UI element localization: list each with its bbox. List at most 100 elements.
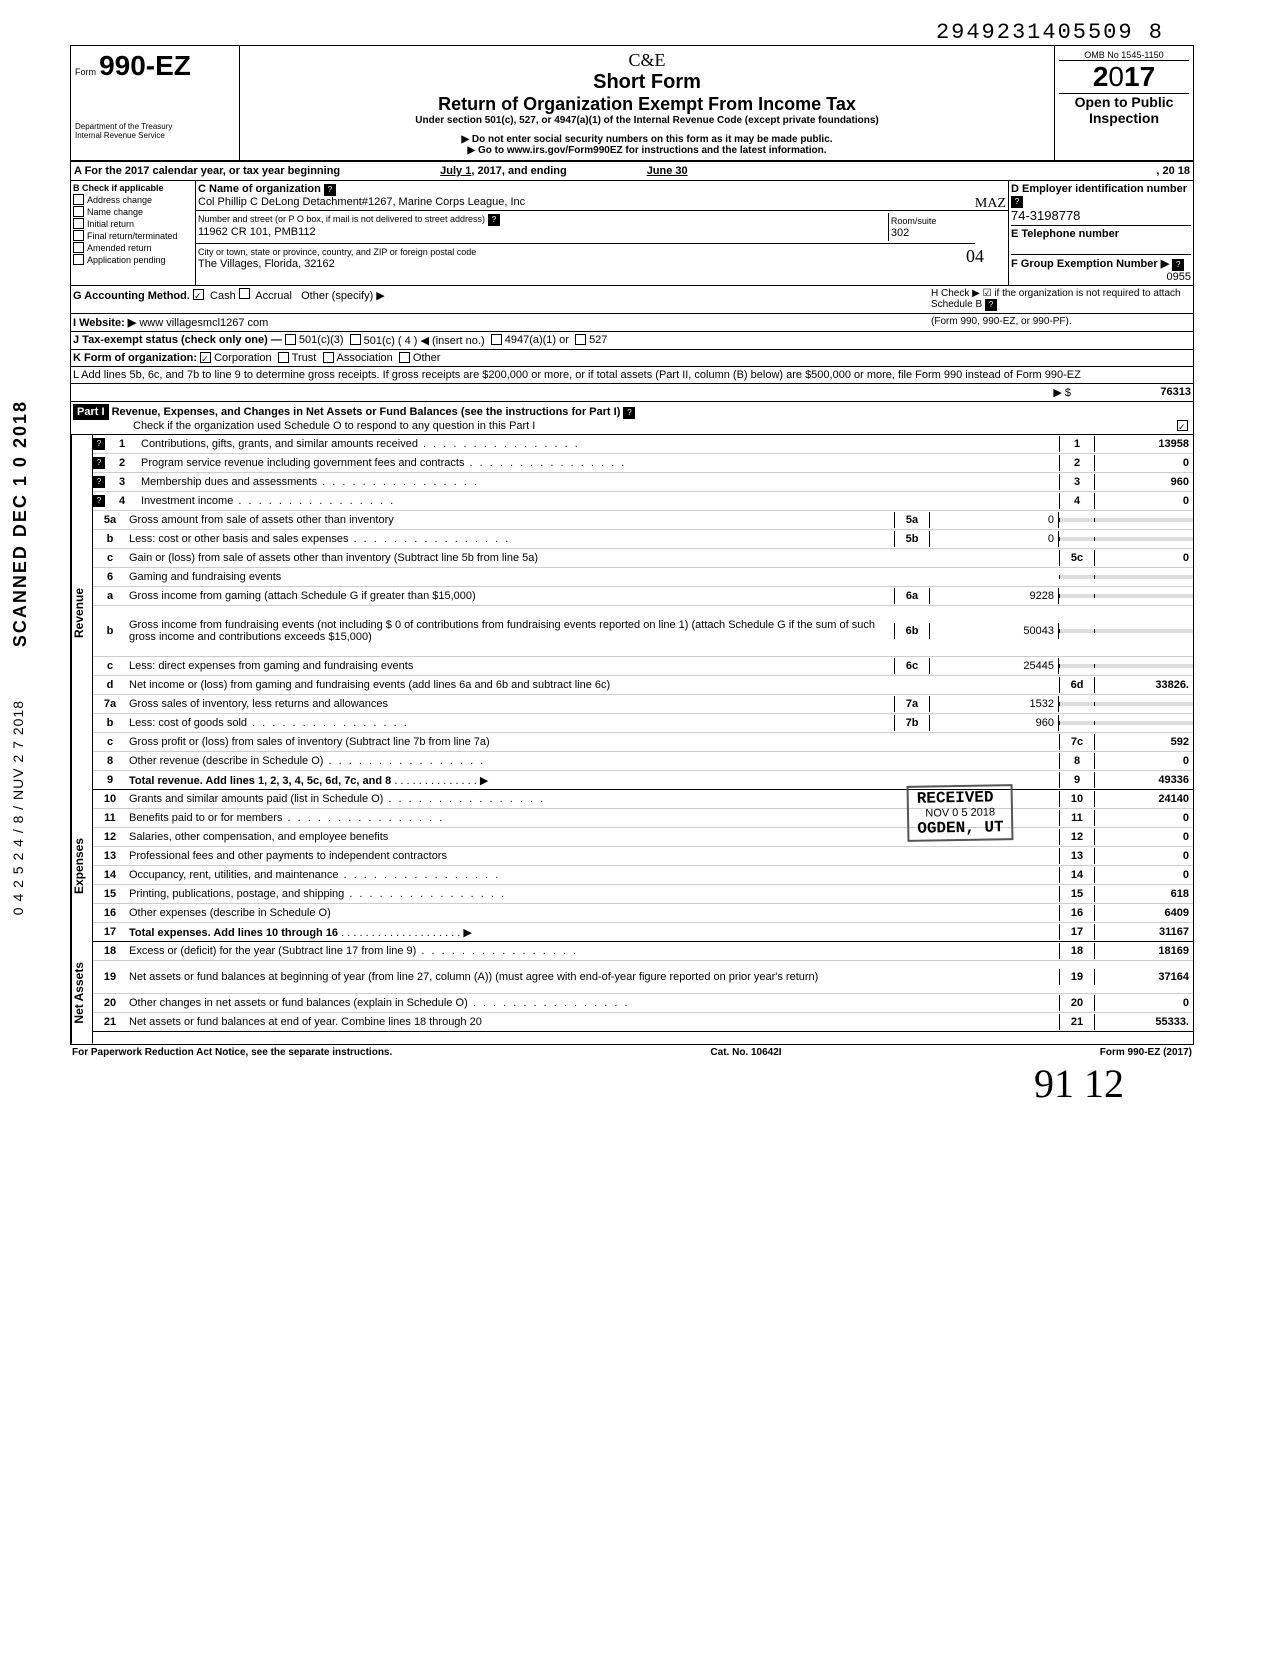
section-e-label: E Telephone number (1011, 228, 1119, 240)
right-info: D Employer identification number ? 74-31… (1009, 181, 1193, 285)
cat-number: Cat. No. 10642I (710, 1047, 781, 1058)
city-state-zip: The Villages, Florida, 32162 (198, 258, 335, 270)
section-l-total: ▶ $ 76313 (71, 384, 1193, 402)
help-icon[interactable]: ? (488, 214, 500, 226)
line5a-val: 0 (930, 512, 1059, 528)
section-i-row: I Website: ▶ www villagesmcl1267 com (Fo… (71, 314, 1193, 332)
section-l-text: L Add lines 5b, 6c, and 7b to line 9 to … (73, 369, 1191, 381)
line2-desc: Program service revenue including govern… (139, 455, 1059, 471)
cb-final-return[interactable]: Final return/terminated (73, 230, 193, 241)
line13-val: 0 (1095, 848, 1193, 864)
signature: 91 12 (20, 1060, 1124, 1107)
line4-val: 0 (1095, 493, 1193, 509)
cb-schedule-o[interactable] (1177, 420, 1188, 431)
cb-527[interactable] (575, 334, 586, 345)
line6c-val: 25445 (930, 658, 1059, 674)
cb-other-org[interactable] (399, 352, 410, 363)
help-icon[interactable]: ? (324, 184, 336, 196)
part1-title: Revenue, Expenses, and Changes in Net As… (112, 406, 621, 418)
handwritten-initials: C&E (244, 50, 1050, 71)
line9-desc: Total revenue. Add lines 1, 2, 3, 4, 5c,… (129, 775, 391, 787)
period-row: A For the 2017 calendar year, or tax yea… (71, 162, 1193, 181)
line7a-val: 1532 (930, 696, 1059, 712)
period-year-end: , 20 18 (1156, 165, 1190, 177)
public-warning: ▶ Do not enter social security numbers o… (244, 134, 1050, 145)
line7c-desc: Gross profit or (loss) from sales of inv… (127, 734, 1059, 750)
cb-4947[interactable] (491, 334, 502, 345)
omb-number: OMB No 1545-1150 (1059, 50, 1189, 61)
line6-desc: Gaming and fundraising events (127, 569, 1059, 585)
line19-desc: Net assets or fund balances at beginning… (127, 969, 1059, 985)
line16-desc: Other expenses (describe in Schedule O) (127, 905, 1059, 921)
paperwork-notice: For Paperwork Reduction Act Notice, see … (72, 1047, 392, 1058)
line6c-desc: Less: direct expenses from gaming and fu… (127, 658, 894, 674)
line20-desc: Other changes in net assets or fund bala… (127, 995, 1059, 1011)
short-form-label: Short Form (244, 71, 1050, 94)
top-stamp: 2949231405509 8 (20, 20, 1164, 45)
room-suite: 302 (891, 227, 909, 239)
form-ref: Form 990-EZ (2017) (1100, 1047, 1192, 1058)
line15-desc: Printing, publications, postage, and shi… (127, 886, 1059, 902)
section-j-label: J Tax-exempt status (check only one) — (73, 334, 282, 347)
cb-corporation[interactable] (200, 352, 211, 363)
period-mid: , 2017, and ending (471, 165, 566, 177)
line19-val: 37164 (1095, 969, 1193, 985)
line2-val: 0 (1095, 455, 1193, 471)
room-label: Room/suite (891, 216, 937, 226)
line7a-desc: Gross sales of inventory, less returns a… (127, 696, 894, 712)
help-icon[interactable]: ? (1172, 259, 1184, 271)
section-b-header: B Check if applicable (73, 183, 193, 193)
help-icon[interactable]: ? (623, 407, 635, 419)
section-j-row: J Tax-exempt status (check only one) — 5… (71, 332, 1193, 350)
line9-val: 49336 (1095, 772, 1193, 788)
section-g-label: G Accounting Method. (73, 290, 190, 302)
cb-app-pending[interactable]: Application pending (73, 254, 193, 265)
line21-desc: Net assets or fund balances at end of ye… (127, 1014, 1059, 1030)
section-g-h-row: G Accounting Method. Cash Accrual Other … (71, 286, 1193, 314)
form-number: 990-EZ (99, 50, 191, 81)
line7b-val: 960 (930, 715, 1059, 731)
line7c-val: 592 (1095, 734, 1193, 750)
help-icon[interactable]: ? (985, 299, 997, 311)
line10-val: 24140 (1095, 791, 1193, 807)
cb-association[interactable] (323, 352, 334, 363)
section-c-label: C Name of organization (198, 183, 321, 195)
cb-trust[interactable] (278, 352, 289, 363)
city-label: City or town, state or province, country… (198, 247, 476, 257)
help-icon[interactable]: ? (93, 476, 105, 488)
dept-treasury: Department of the Treasury (75, 122, 235, 131)
line8-desc: Other revenue (describe in Schedule O) (127, 753, 1059, 769)
line13-desc: Professional fees and other payments to … (127, 848, 1059, 864)
line6d-val: 33826. (1095, 677, 1193, 693)
line6a-val: 9228 (930, 588, 1059, 604)
header: Form 990-EZ Department of the Treasury I… (71, 46, 1193, 162)
line15-val: 618 (1095, 886, 1193, 902)
line21-val: 55333. (1095, 1014, 1193, 1030)
help-icon[interactable]: ? (1011, 196, 1023, 208)
cb-name-change[interactable]: Name change (73, 206, 193, 217)
revenue-label: Revenue (71, 435, 93, 790)
scanned-stamp: SCANNED DEC 1 0 2018 (10, 400, 31, 647)
tax-year: 20201717 (1059, 61, 1189, 93)
help-icon[interactable]: ? (93, 438, 105, 450)
section-l-row: L Add lines 5b, 6c, and 7b to line 9 to … (71, 367, 1193, 384)
cb-501c[interactable] (350, 334, 361, 345)
cb-address-change[interactable]: Address change (73, 194, 193, 205)
netassets-section: Net Assets 18Excess or (deficit) for the… (71, 942, 1193, 1044)
form-number-cell: Form 990-EZ Department of the Treasury I… (71, 46, 240, 160)
section-k-row: K Form of organization: Corporation Trus… (71, 350, 1193, 367)
period-label: A For the 2017 calendar year, or tax yea… (74, 165, 340, 177)
cb-cash[interactable] (193, 289, 204, 300)
cb-amended-return[interactable]: Amended return (73, 242, 193, 253)
cb-501c3[interactable] (285, 334, 296, 345)
section-h-sub: (Form 990, 990-EZ, or 990-PF). (931, 316, 1191, 329)
website: www villagesmcl1267 com (139, 317, 268, 329)
period-begin: July 1 (440, 165, 471, 177)
cb-initial-return[interactable]: Initial return (73, 218, 193, 229)
help-icon[interactable]: ? (93, 457, 105, 469)
line6d-desc: Net income or (loss) from gaming and fun… (127, 677, 1059, 693)
line3-val: 960 (1095, 474, 1193, 490)
cb-accrual[interactable] (239, 288, 250, 299)
netassets-label: Net Assets (71, 942, 93, 1044)
help-icon[interactable]: ? (93, 495, 105, 507)
